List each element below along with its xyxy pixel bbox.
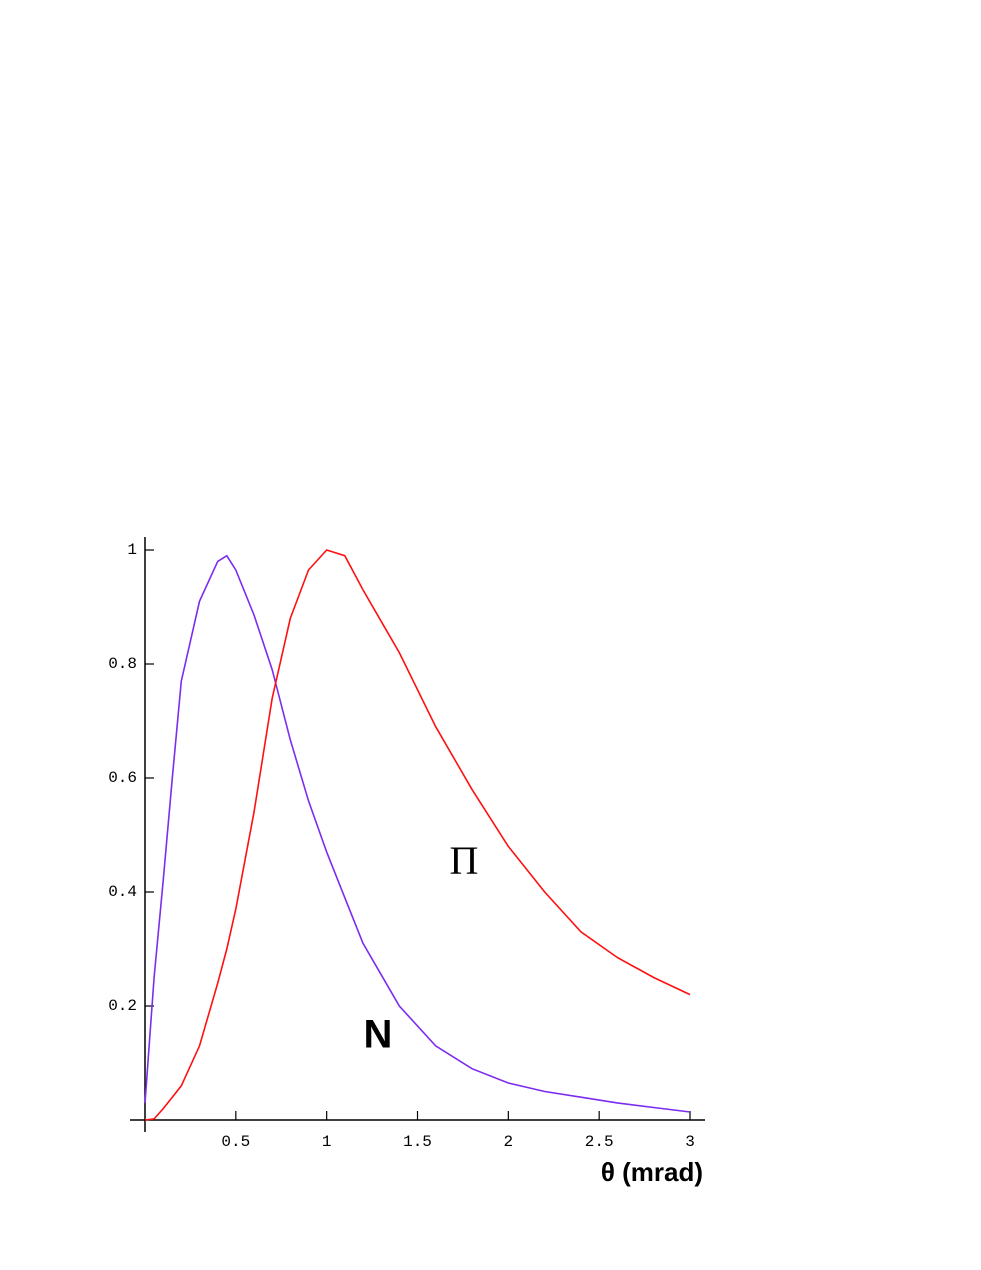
series-line	[144, 554, 691, 1113]
y-tick-label: 0.4	[108, 883, 137, 901]
x-tick-label: 2	[504, 1133, 514, 1151]
y-tick-label: 0.6	[108, 769, 137, 787]
x-axis-label: θ (mrad)	[601, 1157, 703, 1187]
series-label: Π	[450, 838, 479, 883]
y-tick-label: 1	[127, 541, 137, 559]
y-tick-label: 0.2	[108, 997, 137, 1015]
x-tick-label: 1.5	[403, 1133, 432, 1151]
x-tick-label: 2.5	[585, 1133, 614, 1151]
x-tick-label: 0.5	[221, 1133, 250, 1151]
x-tick-label: 1	[322, 1133, 332, 1151]
x-tick-label: 3	[685, 1133, 695, 1151]
y-tick-label: 0.8	[108, 655, 137, 673]
series-line	[144, 549, 691, 1121]
series-label: N	[364, 1013, 393, 1057]
